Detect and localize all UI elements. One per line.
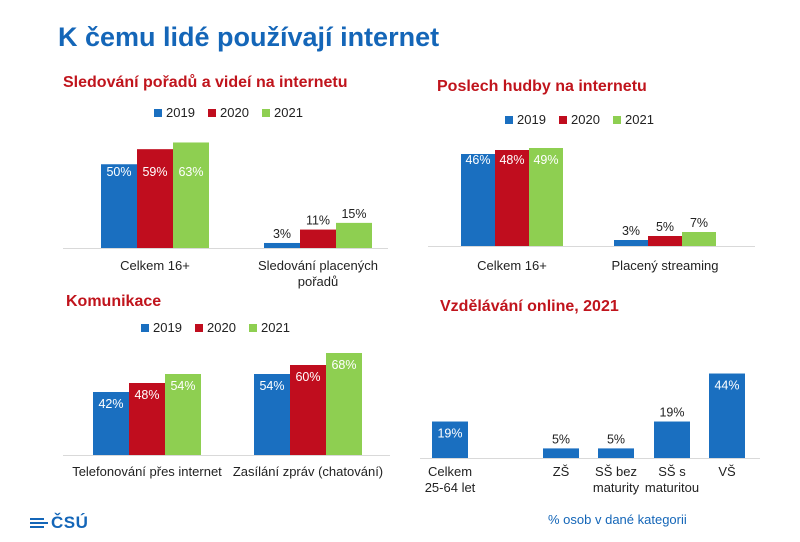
category-label: Telefonování přes internet <box>72 464 222 479</box>
bar-2-0-1 <box>129 383 165 455</box>
category-label: Zasílání zpráv (chatování) <box>233 464 383 479</box>
bar-1-0-1 <box>495 150 529 246</box>
legend-swatch-2019 <box>154 109 162 117</box>
bar-3-4-0 <box>709 373 745 458</box>
data-label: 48% <box>499 153 524 167</box>
category-label: Celkem 16+ <box>120 258 190 273</box>
data-label: 50% <box>106 165 131 179</box>
data-label: 5% <box>656 220 674 234</box>
logo-text: ČSÚ <box>51 513 89 532</box>
legend-label-2021: 2021 <box>261 320 290 335</box>
bar-1-1-2 <box>682 232 716 246</box>
data-label: 49% <box>533 153 558 167</box>
data-label: 19% <box>437 427 462 441</box>
data-label: 5% <box>552 432 570 446</box>
data-label: 15% <box>341 207 366 221</box>
chart-title-communication: Komunikace <box>66 293 162 310</box>
category-label: 25-64 let <box>425 480 476 495</box>
logo-lines-icon <box>30 518 48 528</box>
legend-label-2019: 2019 <box>153 320 182 335</box>
bar-0-0-2 <box>173 142 209 248</box>
bar-0-1-2 <box>336 222 372 248</box>
data-label: 46% <box>465 153 490 167</box>
data-label: 19% <box>659 406 684 420</box>
bar-2-1-1 <box>290 365 326 455</box>
data-label: 3% <box>273 227 291 241</box>
legend-swatch-2020 <box>559 116 567 124</box>
legend-label-2020: 2020 <box>220 105 249 120</box>
data-label: 63% <box>178 165 203 179</box>
bar-1-0-0 <box>461 154 495 246</box>
category-label: Sledování placených <box>258 258 378 273</box>
bar-3-1-0 <box>543 448 579 458</box>
data-label: 11% <box>306 214 330 228</box>
bar-3-0-0 <box>432 421 468 458</box>
category-label: Celkem <box>428 464 472 479</box>
legend-swatch-2021 <box>262 109 270 117</box>
legend-swatch-2021 <box>613 116 621 124</box>
bar-1-1-1 <box>648 236 682 246</box>
category-label: pořadů <box>298 274 338 289</box>
category-label: maturity <box>593 480 640 495</box>
page-title: K čemu lidé používají internet <box>58 22 440 52</box>
bar-0-0-1 <box>137 149 173 248</box>
bar-1-1-0 <box>614 240 648 246</box>
data-label: 59% <box>142 165 167 179</box>
category-label: SŠ s <box>658 464 686 479</box>
legend-swatch-2021 <box>249 324 257 332</box>
bar-2-1-2 <box>326 353 362 455</box>
legend-label-2019: 2019 <box>166 105 195 120</box>
legend-label-2021: 2021 <box>625 112 654 127</box>
legend-swatch-2020 <box>195 324 203 332</box>
chart-title-video: Sledování pořadů a videí na internetu <box>63 74 348 91</box>
category-label: SŠ bez <box>595 464 637 479</box>
category-label: ZŠ <box>553 464 570 479</box>
category-label: Placený streaming <box>612 258 719 273</box>
bar-2-1-0 <box>254 374 290 455</box>
legend-label-2020: 2020 <box>571 112 600 127</box>
chart-title-education: Vzdělávání online, 2021 <box>440 298 619 315</box>
bar-0-0-0 <box>101 164 137 248</box>
data-label: 5% <box>607 432 625 446</box>
category-label: maturitou <box>645 480 699 495</box>
csu-logo: ČSÚ <box>30 513 88 533</box>
data-label: 7% <box>690 216 708 230</box>
legend-swatch-2020 <box>208 109 216 117</box>
legend-label-2021: 2021 <box>274 105 303 120</box>
bar-0-1-1 <box>300 229 336 248</box>
legend-label-2020: 2020 <box>207 320 236 335</box>
legend-label-2019: 2019 <box>517 112 546 127</box>
chart-title-music: Poslech hudby na internetu <box>437 78 647 95</box>
bar-3-2-0 <box>598 448 634 458</box>
bar-3-3-0 <box>654 421 690 458</box>
legend-swatch-2019 <box>505 116 513 124</box>
legend-swatch-2019 <box>141 324 149 332</box>
data-label: 44% <box>714 379 739 393</box>
data-label: 68% <box>331 358 356 372</box>
data-label: 42% <box>98 397 123 411</box>
footer-note: % osob v dané kategorii <box>548 512 687 527</box>
data-label: 54% <box>170 379 195 393</box>
bar-2-0-0 <box>93 392 129 455</box>
data-label: 60% <box>295 370 320 384</box>
bar-1-0-2 <box>529 148 563 246</box>
data-label: 54% <box>259 379 284 393</box>
category-label: Celkem 16+ <box>477 258 547 273</box>
data-label: 3% <box>622 224 640 238</box>
data-label: 48% <box>134 388 159 402</box>
bar-2-0-2 <box>165 374 201 455</box>
bar-0-1-0 <box>264 242 300 248</box>
category-label: VŠ <box>718 464 736 479</box>
